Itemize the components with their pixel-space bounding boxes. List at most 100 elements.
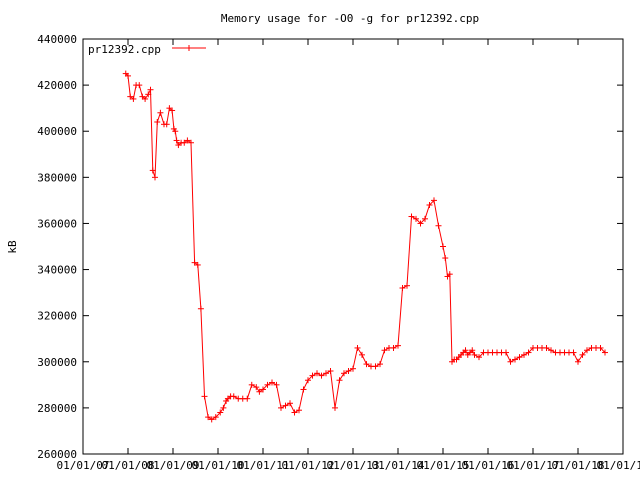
data-point (584, 347, 590, 354)
data-point (476, 354, 482, 361)
data-point (431, 197, 437, 204)
y-tick-label: 400000 (37, 125, 77, 138)
y-tick-label: 420000 (37, 79, 77, 92)
y-tick-label: 340000 (37, 264, 77, 277)
data-point (318, 372, 325, 379)
data-point (575, 358, 581, 365)
x-tick-label: 01/01/13 (327, 459, 380, 472)
legend-marker (186, 45, 192, 51)
data-point (469, 347, 476, 354)
data-point (426, 202, 433, 208)
x-axis-ticks: 01/01/0701/01/0801/01/0901/01/1001/01/11… (57, 39, 640, 472)
data-point (417, 220, 424, 227)
data-point (230, 393, 237, 400)
data-point (147, 86, 154, 93)
data-point (341, 370, 347, 377)
x-tick-label: 01/01/11 (237, 459, 290, 472)
data-point (602, 349, 608, 356)
data-point (413, 215, 419, 222)
data-point (260, 386, 266, 393)
data-point (212, 414, 219, 421)
y-tick-label: 260000 (37, 448, 77, 461)
data-point (278, 404, 284, 411)
data-point (157, 109, 164, 116)
data-point (191, 259, 198, 266)
data-point (125, 72, 131, 79)
y-axis-label: kB (6, 240, 19, 254)
data-point (244, 395, 251, 402)
data-point (184, 137, 191, 144)
x-tick-label: 01/01/07 (57, 459, 110, 472)
data-point (217, 409, 224, 416)
data-point (136, 82, 143, 89)
data-point (127, 93, 134, 100)
data-point (390, 344, 397, 351)
x-tick-label: 01/01/15 (417, 459, 470, 472)
x-tick-label: 01/01/14 (372, 459, 425, 472)
x-tick-label: 01/01/08 (102, 459, 155, 472)
data-point (309, 372, 316, 379)
y-tick-label: 380000 (37, 171, 77, 184)
data-point (194, 261, 201, 268)
data-point (188, 139, 194, 146)
y-tick-label: 360000 (37, 217, 77, 230)
data-point (142, 95, 149, 102)
data-point (372, 363, 379, 370)
data-point (248, 381, 255, 388)
data-point (516, 354, 523, 361)
data-point (440, 243, 446, 250)
data-point (512, 356, 518, 363)
data-point (345, 368, 352, 374)
data-point (305, 377, 311, 384)
y-tick-label: 440000 (37, 33, 77, 46)
data-point (152, 174, 158, 181)
data-point (521, 351, 527, 358)
data-point (149, 167, 156, 174)
data-point (300, 386, 307, 393)
data-point (462, 347, 469, 354)
data-point (264, 381, 271, 388)
x-tick-label: 01/01/09 (147, 459, 200, 472)
data-point (130, 95, 137, 102)
legend-label: pr12392.cpp (88, 43, 161, 56)
data-point (471, 351, 478, 358)
data-point (336, 377, 343, 384)
data-point (503, 349, 509, 356)
data-point (404, 282, 410, 289)
data-point (408, 213, 415, 220)
data-point (205, 414, 212, 421)
data-point (395, 342, 401, 349)
x-tick-label: 01/01/16 (462, 459, 515, 472)
data-point (273, 381, 280, 388)
data-point (172, 128, 179, 135)
data-point (327, 368, 334, 374)
data-point (201, 393, 208, 400)
data-point (145, 91, 152, 98)
chart-title: Memory usage for -O0 -g for pr12392.cpp (221, 12, 479, 25)
x-tick-label: 01/01/10 (192, 459, 245, 472)
data-point (525, 349, 532, 356)
plot-frame (82, 38, 624, 455)
x-tick-label: 01/01/17 (507, 459, 560, 472)
data-point (163, 121, 170, 128)
data-point (354, 344, 361, 351)
x-tick-label: 01/01/12 (282, 459, 335, 472)
data-point (253, 384, 260, 391)
data-point (154, 119, 161, 125)
data-point (208, 416, 215, 423)
y-axis-ticks: 260000 280000 300000 320000 340000 360000 3800… (37, 33, 623, 461)
data-point (543, 344, 550, 351)
data-point (197, 305, 204, 312)
data-point (314, 370, 320, 377)
data-point (435, 222, 442, 229)
data-point (169, 107, 176, 114)
data-point (377, 361, 383, 368)
y-tick-label: 280000 (37, 402, 77, 415)
data-point (173, 137, 180, 144)
legend: pr12392.cpp (88, 43, 206, 56)
data-point (220, 404, 227, 411)
data-point (269, 379, 275, 386)
data-point (442, 255, 449, 262)
y-tick-label: 320000 (37, 310, 77, 323)
data-point (359, 351, 365, 358)
